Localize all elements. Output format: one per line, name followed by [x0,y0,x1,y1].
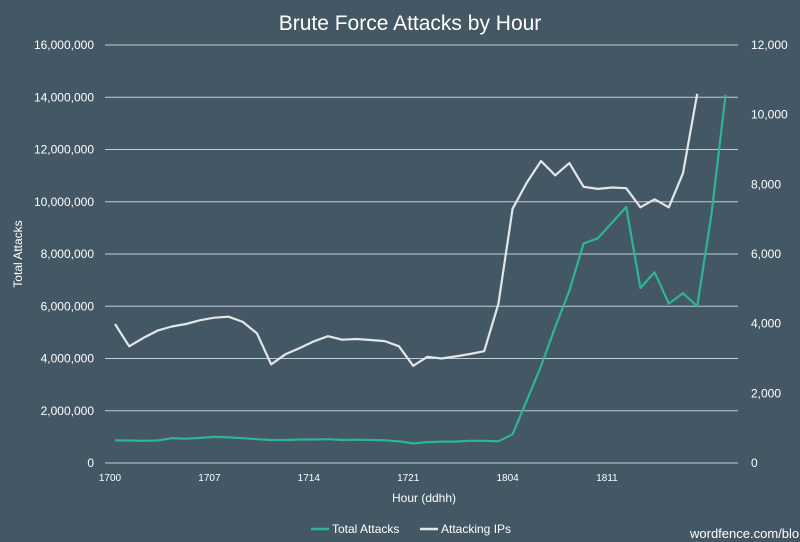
chart-title: Brute Force Attacks by Hour [279,12,542,35]
legend-label-total-attacks: Total Attacks [332,522,399,536]
right-tick-label: 8,000 [751,177,781,191]
y-axis-label: Total Attacks [11,220,25,287]
left-tick-label: 2,000,000 [41,404,95,418]
legend-label-attacking-ips: Attacking IPs [441,522,511,536]
watermark: wordfence.com/blo [689,526,799,541]
right-tick-label: 10,000 [751,108,788,122]
left-tick-label: 6,000,000 [41,299,95,313]
x-tick-label: 1707 [198,473,221,484]
left-tick-label: 14,000,000 [34,90,94,104]
x-tick-label: 1811 [596,473,618,484]
left-axis-ticks: 0 2,000,000 4,000,000 6,000,000 8,000,000 10,… [34,38,94,470]
right-tick-label: 6,000 [751,247,781,261]
x-tick-label: 1714 [298,473,321,484]
series-layer [114,93,727,445]
series-line-attacking-ips [114,93,699,367]
x-tick-label: 1721 [397,473,420,484]
x-tick-label: 1804 [496,473,519,484]
series-line-total-attacks [114,94,727,445]
left-tick-label: 16,000,000 [34,38,94,52]
right-tick-label: 12,000 [751,38,788,52]
right-tick-label: 4,000 [751,317,781,331]
left-tick-label: 10,000,000 [34,195,94,209]
gridlines [105,44,738,412]
x-axis-ticks: 1700 1707 1714 1721 1804 1811 [99,473,618,484]
left-tick-label: 12,000,000 [34,143,94,157]
right-axis-ticks: 0 2,000 4,000 6,000 8,000 10,000 12,000 [751,38,788,470]
right-tick-label: 0 [751,456,758,470]
x-axis-label: Hour (ddhh) [392,491,456,505]
x-tick-label: 1700 [99,473,122,484]
left-tick-label: 8,000,000 [41,247,95,261]
left-tick-label: 4,000,000 [41,352,95,366]
right-tick-label: 2,000 [751,386,781,400]
left-tick-label: 0 [87,456,94,470]
legend: Total Attacks Attacking IPs [311,522,511,536]
